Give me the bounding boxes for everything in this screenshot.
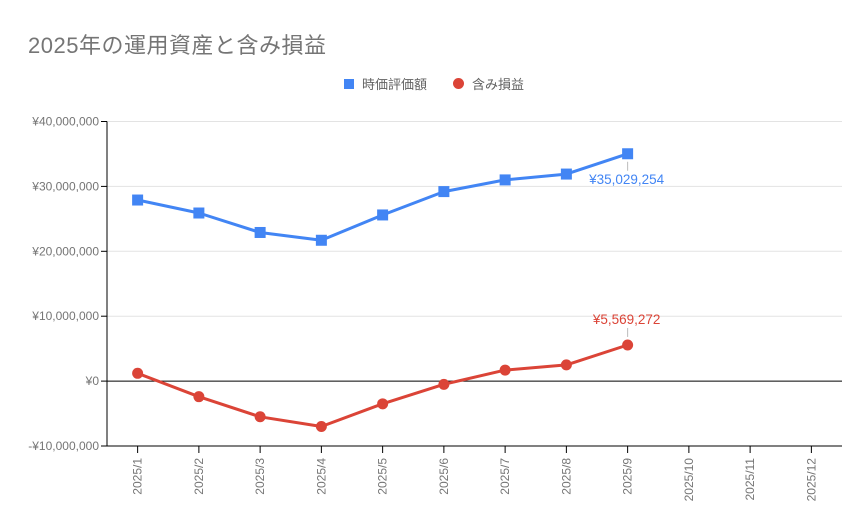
- data-point-unrealized-gain: [377, 398, 389, 410]
- x-tick-label: 2025/11: [743, 458, 757, 501]
- legend-circle-marker-icon: [453, 78, 464, 89]
- data-point-unrealized-gain: [132, 367, 144, 379]
- data-point-market-value: [254, 226, 266, 238]
- legend-item-label: 含み損益: [472, 77, 525, 92]
- data-point-market-value: [193, 207, 205, 219]
- data-point-market-value: [315, 234, 327, 246]
- data-label: ¥5,569,272: [592, 312, 661, 327]
- data-point-unrealized-gain: [622, 339, 634, 351]
- x-tick-label: 2025/8: [559, 458, 573, 495]
- x-tick-label: 2025/6: [437, 458, 451, 495]
- series-line-unrealized-gain: [136, 343, 630, 428]
- y-tick-label: -¥10,000,000: [28, 439, 99, 453]
- legend-square-marker-icon: [343, 78, 354, 89]
- x-tick-label: 2025/9: [621, 458, 635, 495]
- data-point-unrealized-gain: [438, 378, 450, 390]
- data-point-market-value: [377, 209, 389, 221]
- legend-item-market-value: 時価評価額: [343, 74, 427, 93]
- data-point-unrealized-gain: [560, 359, 572, 371]
- data-point-unrealized-gain: [499, 364, 511, 376]
- legend-item-unrealized-gain: 含み損益: [453, 74, 524, 93]
- data-point-market-value: [132, 194, 144, 206]
- data-point-unrealized-gain: [193, 391, 205, 403]
- data-point-market-value: [560, 168, 572, 180]
- data-point-market-value: [438, 186, 450, 198]
- y-tick-label: ¥10,000,000: [31, 309, 99, 323]
- y-tick-label: ¥40,000,000: [31, 115, 99, 129]
- data-point-unrealized-gain: [254, 411, 266, 423]
- x-tick-label: 2025/10: [682, 458, 696, 502]
- x-tick-label: 2025/4: [314, 458, 328, 495]
- x-tick-label: 2025/3: [253, 458, 267, 495]
- legend-item-label: 時価評価額: [361, 77, 427, 92]
- x-tick-label: 2025/7: [498, 458, 512, 495]
- x-tick-label: 2025/12: [804, 458, 818, 502]
- y-tick-label: ¥20,000,000: [31, 244, 99, 258]
- data-label: ¥35,029,254: [588, 172, 665, 187]
- series-line-market-value: [136, 152, 630, 242]
- chart-legend: 時価評価額 含み損益: [0, 74, 868, 93]
- data-point-market-value: [622, 148, 634, 160]
- data-point-unrealized-gain: [315, 421, 327, 433]
- y-tick-label: ¥30,000,000: [31, 179, 99, 193]
- data-point-market-value: [499, 174, 511, 186]
- x-tick-label: 2025/1: [131, 458, 145, 495]
- x-tick-label: 2025/2: [192, 458, 206, 495]
- x-tick-label: 2025/5: [376, 458, 390, 495]
- chart-title: 2025年の運用資産と含み損益: [28, 33, 327, 58]
- y-tick-label: ¥0: [85, 374, 100, 388]
